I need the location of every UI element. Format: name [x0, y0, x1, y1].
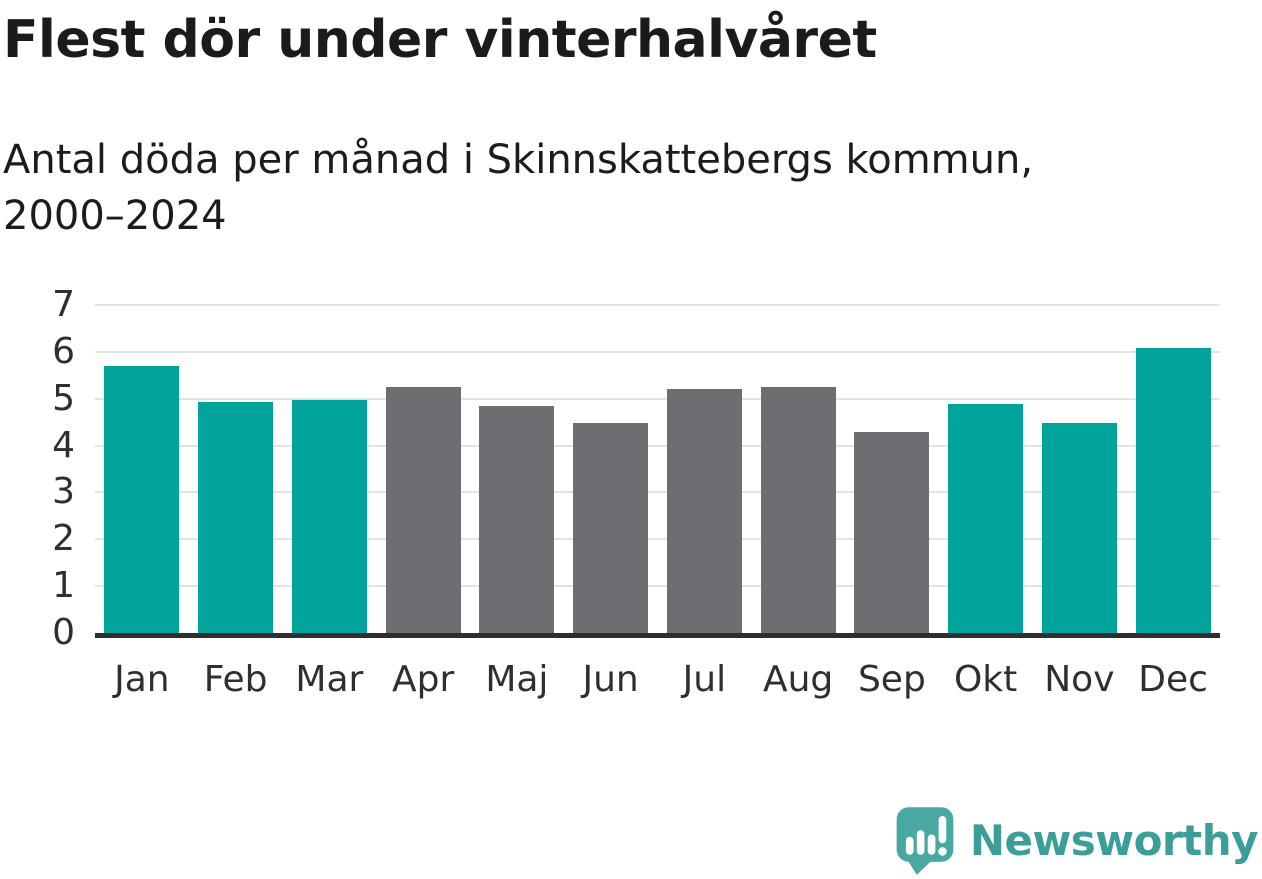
- x-tick-label: Jul: [682, 659, 727, 700]
- gridline: [95, 304, 1220, 306]
- y-tick-label: 4: [52, 424, 75, 466]
- chart-title: Flest dör under vinterhalvåret: [3, 10, 877, 70]
- x-axis-line: [95, 633, 1220, 638]
- newsworthy-speech-bubble-chart-icon: [896, 807, 954, 875]
- x-tick-label: Jan: [114, 659, 170, 700]
- x-tick-label: Nov: [1044, 659, 1115, 700]
- x-tick-label: Sep: [857, 659, 926, 700]
- x-tick-label: Feb: [203, 659, 268, 700]
- y-tick-label: 7: [52, 284, 75, 325]
- x-tick-label: Mar: [295, 659, 364, 700]
- newsworthy-logo: Newsworthy: [892, 804, 1259, 876]
- y-tick-label: 5: [52, 377, 75, 419]
- bar-okt: [948, 404, 1024, 633]
- x-tick-label: Okt: [953, 659, 1018, 700]
- x-tick-label: Aug: [762, 659, 834, 700]
- bar-maj: [479, 405, 555, 633]
- newsworthy-logo-text: Newsworthy: [969, 815, 1259, 865]
- bar-feb: [198, 402, 274, 633]
- y-tick-label: 6: [52, 330, 75, 372]
- x-tick-label: Maj: [485, 659, 549, 700]
- y-tick-label: 2: [52, 518, 75, 560]
- x-tick-label: Apr: [391, 659, 455, 700]
- y-tick-label: 0: [52, 612, 75, 653]
- gridline: [95, 491, 1220, 494]
- gridline: [95, 397, 1220, 400]
- gridline: [95, 538, 1220, 541]
- gridline: [95, 350, 1220, 353]
- gridline: [95, 585, 1220, 588]
- y-tick-label: 1: [52, 565, 75, 607]
- bar-dec: [1135, 348, 1211, 633]
- bar-sep: [854, 431, 930, 633]
- bar-jan: [104, 365, 180, 633]
- bar-aug: [760, 387, 836, 633]
- bar-apr: [385, 387, 461, 633]
- x-tick-label: Jun: [582, 659, 639, 700]
- bar-nov: [1041, 423, 1117, 633]
- bar-jul: [666, 389, 742, 633]
- bar-mar: [291, 400, 367, 633]
- x-tick-label: Dec: [1138, 659, 1208, 700]
- gridline: [95, 444, 1220, 447]
- chart-subtitle: Antal döda per månad i Skinnskattebergs …: [3, 137, 1034, 239]
- y-tick-label: 3: [52, 471, 75, 513]
- bar-jun: [573, 423, 649, 633]
